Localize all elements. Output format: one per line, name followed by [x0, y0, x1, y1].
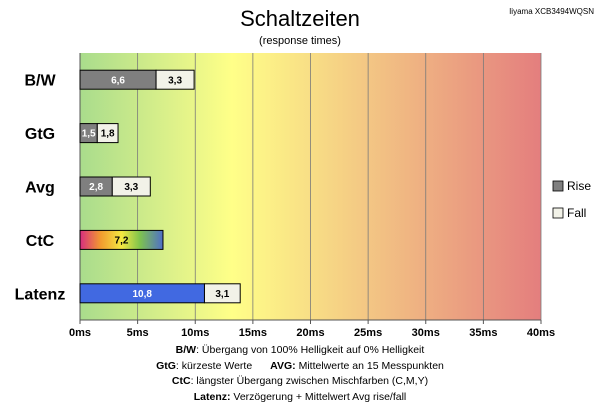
legend-swatch-fall	[552, 207, 564, 219]
note-gtg-avg: GtG: kürzeste Werte AVG: Mittelwerte an 1…	[0, 359, 600, 375]
bars: 6,6 3,3 1,5 1,8 2,8 3,3 7,2 10,8 3,1	[79, 69, 241, 304]
note-avg-key: AVG:	[270, 359, 296, 372]
x-tick-label: 35ms	[469, 327, 497, 339]
category-label-latenz: Latenz	[15, 286, 66, 303]
note-bw: B/W: Übergang von 100% Helligkeit auf 0%…	[0, 343, 600, 359]
note-ctc-text: : längster Übergang zwischen Mischfarben…	[190, 375, 429, 387]
legend: Rise Fall	[552, 179, 591, 220]
monitor-model-label: Iiyama XCB3494WQSN	[509, 7, 594, 16]
x-tick-label: 10ms	[181, 327, 209, 339]
bar-latenz-avg	[203, 283, 241, 304]
response-time-chart: 0ms 5ms 10ms 15ms 20ms 25ms 30ms 35ms 40ms B/W Gt…	[15, 53, 591, 339]
note-bw-key: B/W	[175, 344, 197, 356]
note-gtg-key: GtG	[156, 359, 176, 372]
bar-label-avg-fall: 3,3	[124, 182, 138, 193]
bar-label-avg-rise: 2,8	[89, 182, 103, 193]
bar-gtg-fall	[96, 123, 119, 144]
note-bw-text: : Übergang von 100% Helligkeit auf 0% He…	[196, 344, 425, 356]
bar-label-b-w-rise: 6,6	[111, 75, 125, 86]
bar-label-latenz-avg: 3,1	[215, 289, 229, 300]
category-labels: B/W GtG Avg CtC Latenz	[15, 73, 66, 304]
chart-subtitle: (response times)	[259, 35, 341, 47]
legend-label-fall: Fall	[567, 206, 586, 220]
x-tick-label: 15ms	[239, 327, 267, 339]
bar-label-gtg-rise: 1,5	[82, 129, 96, 140]
note-latenz: Latenz: Verzögerung + Mittelwert Avg ris…	[0, 390, 600, 406]
bar-label-gtg-fall: 1,8	[101, 129, 115, 140]
bar-avg-fall	[111, 176, 151, 197]
bar-label-ctc: 7,2	[115, 236, 129, 247]
x-tick-label: 5ms	[127, 327, 149, 339]
category-label-ctc: CtC	[26, 233, 55, 250]
bar-ctc	[79, 229, 164, 250]
note-ctc: CtC: längster Übergang zwischen Mischfar…	[0, 374, 600, 390]
bar-b-w-fall	[155, 69, 195, 90]
legend-swatch-rise	[552, 180, 564, 192]
bar-label-latenz-delay: 10,8	[133, 289, 153, 300]
bar-label-b-w-fall: 3,3	[168, 75, 182, 86]
category-label-b-w: B/W	[24, 73, 56, 90]
note-avg-text: Mittelwerte an 15 Messpunkten	[295, 359, 444, 372]
x-tick-label: 40ms	[527, 327, 555, 339]
legend-label-rise: Rise	[567, 179, 591, 193]
x-tick-label: 25ms	[354, 327, 382, 339]
note-latenz-text: Verzögerung + Mittelwert Avg rise/fall	[230, 390, 407, 403]
note-gtg-text: : kürzeste Werte	[175, 359, 253, 372]
note-latenz-key: Latenz:	[193, 390, 231, 403]
x-tick-label: 20ms	[296, 327, 324, 339]
category-label-gtg: GtG	[25, 126, 55, 143]
x-tick-label: 0ms	[69, 327, 91, 339]
note-ctc-key: CtC	[171, 375, 191, 387]
chart-notes: B/W: Übergang von 100% Helligkeit auf 0%…	[0, 343, 600, 405]
x-tick-label: 30ms	[412, 327, 440, 339]
chart-title: Schaltzeiten	[240, 6, 360, 31]
category-label-avg: Avg	[25, 180, 55, 197]
x-axis-ticks: 0ms 5ms 10ms 15ms 20ms 25ms 30ms 35ms 40ms	[69, 320, 555, 339]
